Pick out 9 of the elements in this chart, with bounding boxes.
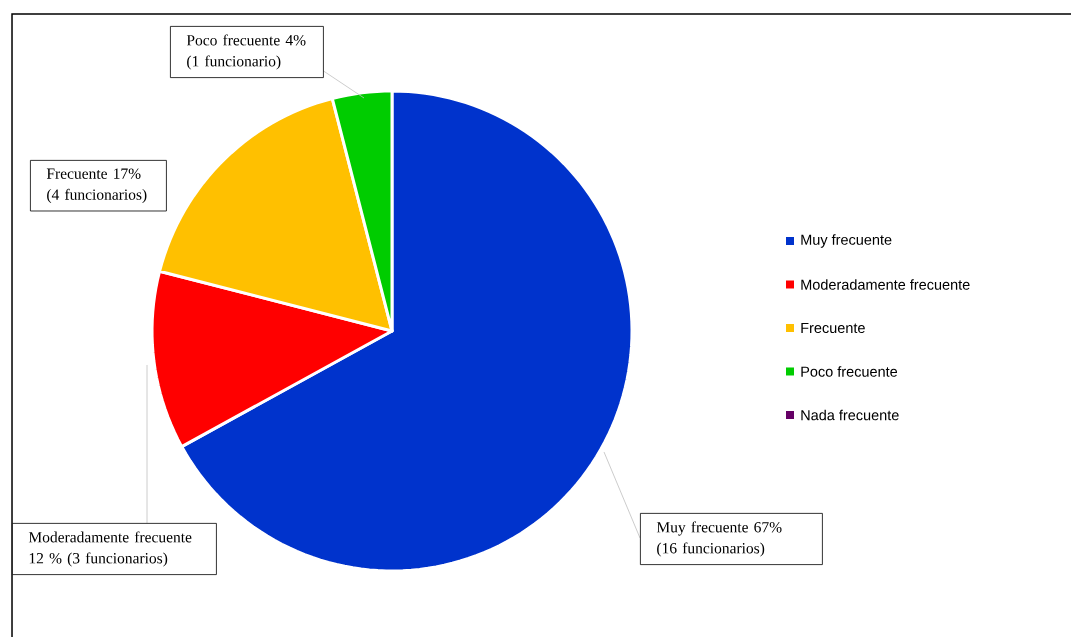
legend-label: Frecuente — [801, 322, 865, 334]
data-label: Frecuente 17% (4 funcionarios) — [46, 168, 147, 203]
legend-label: Muy frecuente — [801, 234, 892, 248]
legend-label: Poco frecuente — [801, 366, 898, 377]
data-label: Moderadamente frecuente 12 % (3 funcionarios) — [28, 531, 192, 567]
legend-label: Moderadamente frecuente — [801, 279, 970, 290]
legend-label: Nada frecuente — [801, 409, 899, 421]
data-label: Poco frecuente 4% (1 funcionario) — [186, 34, 306, 70]
data-label: Muy frecuente 67% (16 funcionarios) — [656, 521, 782, 557]
